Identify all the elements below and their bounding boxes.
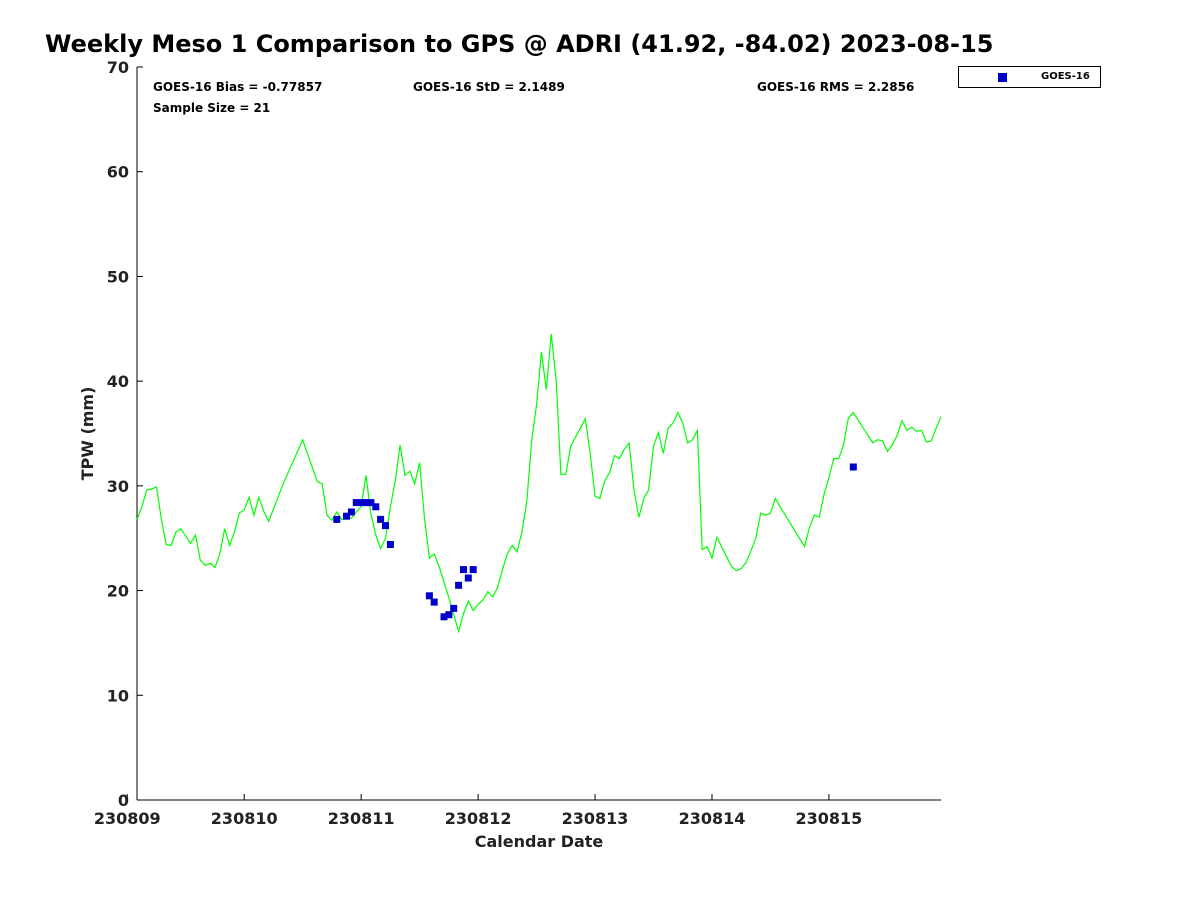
goes16-point: [455, 581, 463, 589]
y-tick-label: 60: [107, 163, 129, 182]
goes16-point: [469, 566, 477, 574]
goes16-point: [464, 574, 472, 582]
legend-label-goes16: GOES-16: [1041, 71, 1090, 82]
y-tick-label: 0: [118, 791, 129, 810]
y-tick-label: 10: [107, 686, 129, 705]
x-tick-label: 230814: [679, 809, 746, 828]
y-axis-title: TPW (mm): [78, 387, 97, 481]
y-tick-label: 30: [107, 477, 129, 496]
x-tick-label: 230811: [328, 809, 395, 828]
goes-points-layer: [333, 463, 857, 621]
y-tick-label: 20: [107, 582, 129, 601]
goes16-point: [460, 566, 467, 574]
legend-marker-goes16: [998, 73, 1007, 82]
x-tick-label: 230813: [562, 809, 629, 828]
x-tick-label: 230815: [796, 809, 863, 828]
goes16-point: [333, 515, 341, 523]
goes16-point: [352, 499, 360, 507]
x-tick-label: 230812: [445, 809, 512, 828]
rms-stat: GOES-16 RMS = 2.2856: [757, 80, 915, 94]
sample-size-stat: Sample Size = 21: [153, 101, 271, 115]
axis-labels: 0 10 20 30 40 50 60 70 230809 230810 230811 230812 2…: [78, 58, 862, 851]
goes16-point: [377, 515, 385, 523]
x-axis-title: Calendar Date: [475, 832, 604, 851]
goes16-point: [445, 611, 453, 619]
goes16-point: [347, 508, 355, 516]
x-tick-label: 230810: [211, 809, 278, 828]
gps-line-layer: [136, 333, 942, 634]
goes16-point: [450, 604, 458, 612]
y-tick-label: 50: [107, 267, 129, 286]
y-tick-label: 40: [107, 372, 129, 391]
goes16-point: [343, 512, 350, 520]
goes16-point: [386, 541, 394, 548]
std-stat: GOES-16 StD = 2.1489: [413, 80, 565, 94]
axes: [126, 66, 941, 801]
goes16-point: [357, 499, 365, 507]
goes16-point: [382, 522, 389, 530]
legend: GOES-16: [958, 66, 1101, 88]
x-tick-label: 230809: [94, 809, 161, 828]
chart-title: Weekly Meso 1 Comparison to GPS @ ADRI (…: [45, 30, 994, 58]
goes16-point: [440, 613, 448, 621]
goes16-point: [425, 592, 433, 600]
goes16-point: [367, 499, 375, 507]
goes16-point: [362, 499, 370, 507]
bias-stat: GOES-16 Bias = -0.77857: [153, 80, 323, 94]
goes16-point: [430, 598, 438, 606]
goes16-point: [849, 463, 857, 471]
gps-tpw-line: [136, 333, 942, 634]
goes16-point: [372, 503, 380, 511]
y-tick-label: 70: [107, 58, 129, 77]
